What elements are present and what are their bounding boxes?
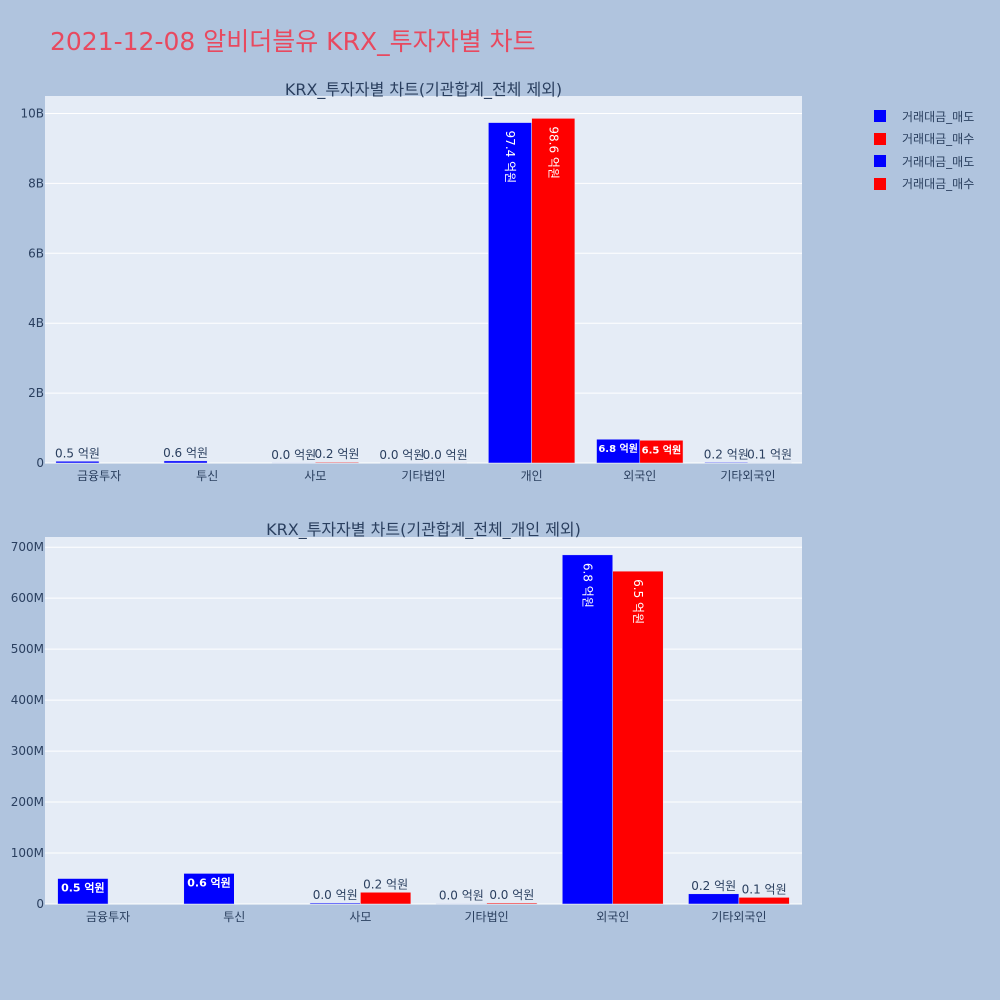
plot-area [45, 537, 802, 904]
y-tick-label: 300M [11, 744, 44, 758]
x-tick-label: 개인 [521, 469, 543, 483]
legend: 거래대금_매도 거래대금_매수 거래대금_매도 거래대금_매수 [874, 105, 974, 195]
data-label: 0.0 억원 [423, 448, 468, 462]
data-label: 0.0 억원 [489, 888, 534, 902]
chart-title: KRX_투자자별 차트(기관합계_전체_개인 제외) [266, 520, 581, 540]
x-tick-label: 사모 [304, 469, 326, 483]
data-label: 0.2 억원 [363, 877, 408, 891]
y-tick-label: 0 [36, 897, 44, 911]
bar-buy[interactable] [486, 902, 538, 905]
data-label: 0.5 억원 [61, 881, 105, 895]
bar-sell[interactable] [309, 902, 361, 905]
bar-buy[interactable] [360, 892, 412, 905]
bar-sell[interactable] [435, 903, 487, 905]
data-label: 0.2 억원 [691, 879, 736, 893]
legend-label-buy-2: 거래대금_매수 [902, 177, 975, 192]
bar-sell[interactable] [704, 462, 749, 464]
bar-sell[interactable] [55, 461, 100, 464]
data-label: 0.0 억원 [379, 448, 424, 462]
legend-item-sell[interactable]: 거래대금_매도 [874, 105, 974, 128]
y-tick-label: 700M [11, 540, 44, 554]
x-tick-label: 금융투자 [77, 469, 121, 483]
data-label: 0.1 억원 [747, 448, 792, 462]
chart-title: KRX_투자자별 차트(기관합계_전체 제외) [285, 80, 562, 100]
data-label: 0.0 억원 [271, 448, 316, 462]
bar-sell[interactable] [688, 893, 740, 905]
x-tick-label: 금융투자 [86, 910, 130, 924]
y-tick-label: 500M [11, 642, 44, 656]
y-tick-label: 2B [28, 386, 44, 400]
bar-sell[interactable] [488, 122, 532, 464]
data-label: 0.6 억원 [187, 875, 231, 889]
legend-label-buy: 거래대금_매수 [902, 132, 975, 147]
y-tick-label: 6B [28, 246, 44, 260]
data-label: 6.8 억원 [581, 563, 595, 608]
bar-sell[interactable] [57, 878, 109, 905]
data-label: 0.5 억원 [55, 446, 100, 460]
x-tick-label: 기타법인 [464, 910, 508, 924]
page-title: 2021-12-08 알비더블유 KRX_투자자별 차트 [50, 27, 536, 56]
legend-swatch-buy-2 [874, 177, 886, 190]
bar-buy[interactable] [738, 897, 790, 905]
y-tick-label: 100M [11, 846, 44, 860]
data-label: 0.0 억원 [313, 888, 358, 902]
x-tick-label: 사모 [349, 910, 371, 924]
bar-sell[interactable] [562, 554, 613, 905]
plot-area [45, 96, 802, 463]
data-label: 98.6 억원 [546, 126, 560, 179]
bar-buy[interactable] [315, 461, 359, 464]
data-label: 0.2 억원 [704, 447, 749, 461]
legend-label-sell-2: 거래대금_매도 [902, 154, 975, 169]
data-label: 6.5 억원 [631, 579, 645, 624]
legend-item-buy-2[interactable]: 거래대금_매수 [874, 173, 974, 196]
data-label: 0.1 억원 [742, 882, 787, 896]
x-tick-label: 기타법인 [401, 469, 445, 483]
x-tick-label: 외국인 [596, 910, 629, 924]
x-tick-label: 투신 [196, 469, 218, 483]
x-tick-label: 투신 [223, 910, 245, 924]
data-label: 6.5 억원 [642, 443, 682, 456]
x-tick-label: 기타외국인 [720, 469, 775, 483]
data-label: 6.8 억원 [598, 442, 638, 455]
bar-buy[interactable] [639, 440, 684, 464]
y-tick-label: 400M [11, 693, 44, 707]
legend-swatch-sell [874, 110, 886, 123]
data-label: 0.6 억원 [163, 446, 208, 460]
bar-sell[interactable] [163, 460, 208, 464]
data-label: 97.4 억원 [503, 131, 517, 184]
y-tick-label: 600M [11, 591, 44, 605]
y-tick-label: 0 [36, 456, 44, 470]
y-tick-label: 10B [20, 106, 44, 120]
bar-sell[interactable] [183, 873, 235, 905]
legend-item-sell-2[interactable]: 거래대금_매도 [874, 150, 974, 173]
bar-buy[interactable] [531, 118, 576, 464]
legend-label-sell: 거래대금_매도 [902, 109, 975, 124]
chart-bottom: 0 100M 200M 300M 400M 500M 600M 700M KRX_투자자별 차트… [11, 520, 802, 924]
x-tick-label: 외국인 [623, 469, 656, 483]
legend-swatch-buy [874, 132, 886, 145]
y-tick-label: 4B [28, 316, 44, 330]
bar-buy[interactable] [612, 570, 664, 905]
chart-top: 0 2B 4B 6B 8B 10B KRX_투자자별 차트(기관합계_전체 제외) 금융투자 0… [20, 80, 802, 483]
x-tick-label: 기타외국인 [711, 910, 766, 924]
legend-item-buy[interactable]: 거래대금_매수 [874, 128, 974, 151]
y-tick-label: 8B [28, 176, 44, 190]
data-label: 0.0 억원 [439, 888, 484, 902]
legend-swatch-sell-2 [874, 155, 886, 168]
y-tick-label: 200M [11, 795, 44, 809]
data-label: 0.2 억원 [314, 447, 359, 461]
